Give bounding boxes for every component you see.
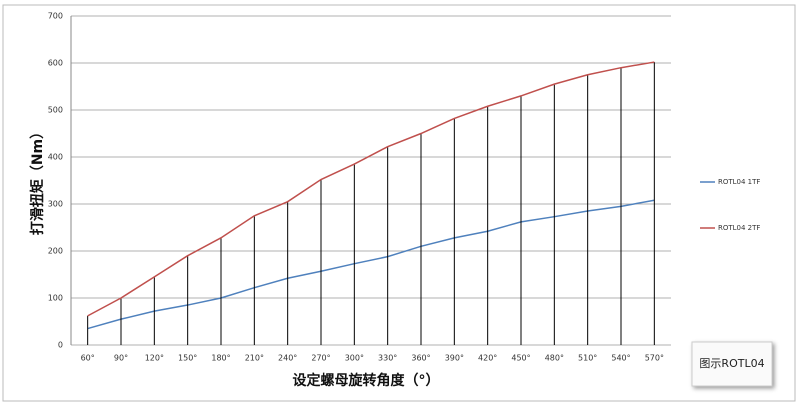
x-tick-label: 360° [411, 354, 430, 363]
y-tick-label: 100 [48, 294, 63, 303]
y-axis-title: 打滑扭矩（Nm） [29, 125, 46, 235]
y-tick-label: 200 [48, 247, 63, 256]
x-tick-label: 390° [445, 354, 464, 363]
x-tick-label: 570° [645, 354, 664, 363]
x-tick-label: 150° [178, 354, 197, 363]
note-box [691, 341, 773, 387]
x-tick-label: 210° [245, 354, 264, 363]
y-tick-label: 300 [48, 200, 63, 209]
legend-label: ROTL04 2TF [718, 224, 760, 232]
x-tick-label: 480° [545, 354, 564, 363]
x-tick-label: 510° [578, 354, 597, 363]
x-tick-label: 300° [345, 354, 364, 363]
chart-frame [2, 4, 796, 402]
series-line [87, 61, 655, 317]
x-tick-label: 90° [114, 354, 128, 363]
x-axis-title: 设定螺母旋转角度（°） [293, 372, 440, 389]
legend-label: ROTL04 1TF [718, 178, 760, 186]
x-tick-label: 420° [478, 354, 497, 363]
x-tick-label: 540° [611, 354, 630, 363]
x-tick-label: 60° [81, 354, 95, 363]
x-tick-label: 180° [211, 354, 230, 363]
y-tick-label: 400 [48, 153, 63, 162]
x-tick-label: 270° [311, 354, 330, 363]
note-text: 图示ROTL04 [699, 357, 764, 370]
series-line [87, 199, 655, 330]
y-tick-label: 500 [48, 106, 63, 115]
x-tick-label: 240° [278, 354, 297, 363]
x-tick-label: 120° [145, 354, 164, 363]
x-tick-label: 330° [378, 354, 397, 363]
y-tick-label: 0 [58, 341, 63, 350]
y-tick-label: 600 [48, 59, 63, 68]
y-tick-label: 700 [48, 12, 63, 21]
x-tick-label: 450° [511, 354, 530, 363]
